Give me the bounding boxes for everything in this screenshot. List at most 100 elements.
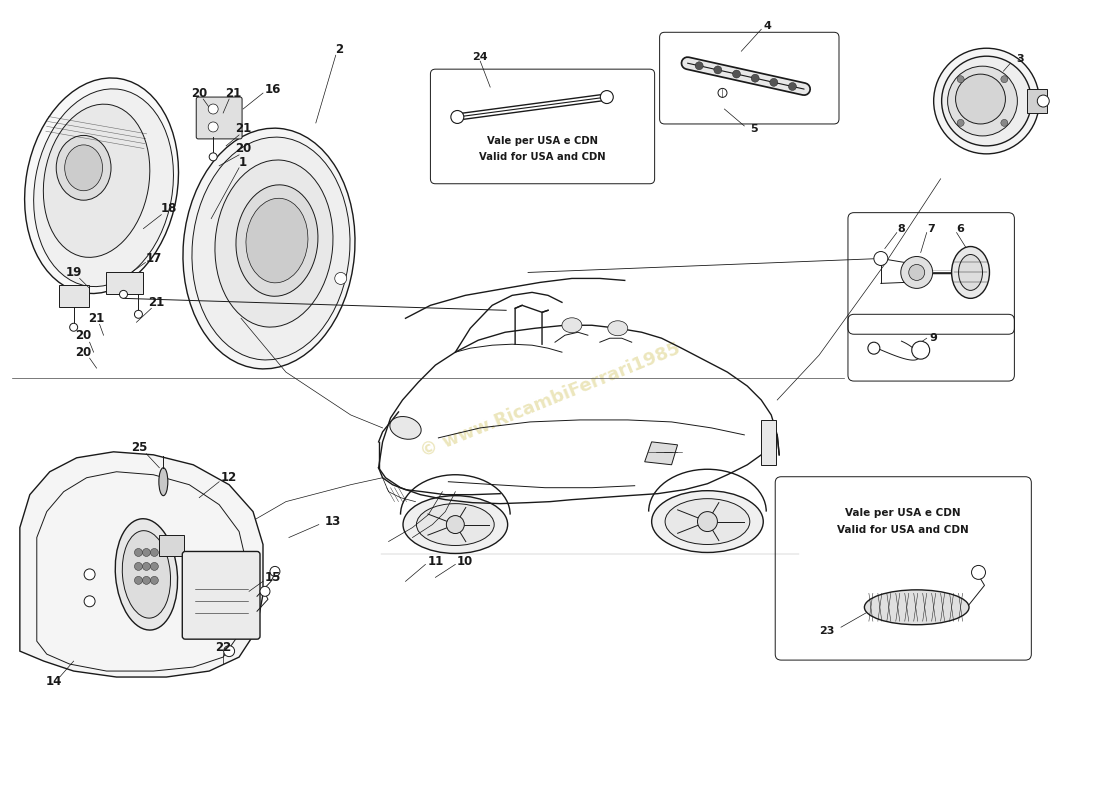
Ellipse shape xyxy=(158,468,168,496)
Circle shape xyxy=(1001,76,1008,82)
Text: 20: 20 xyxy=(76,346,91,358)
Circle shape xyxy=(142,562,151,570)
Circle shape xyxy=(957,76,964,82)
Circle shape xyxy=(142,576,151,584)
Circle shape xyxy=(971,566,986,579)
Text: 20: 20 xyxy=(235,142,251,155)
Circle shape xyxy=(909,265,925,281)
Circle shape xyxy=(789,82,796,90)
Circle shape xyxy=(770,78,778,86)
Ellipse shape xyxy=(24,78,178,294)
Circle shape xyxy=(934,48,1040,154)
Circle shape xyxy=(151,576,158,584)
Circle shape xyxy=(868,342,880,354)
Text: 14: 14 xyxy=(45,674,62,687)
Circle shape xyxy=(208,122,218,132)
Ellipse shape xyxy=(191,137,350,360)
Text: Valid for USA and CDN: Valid for USA and CDN xyxy=(480,152,606,162)
Text: 13: 13 xyxy=(324,515,341,528)
Ellipse shape xyxy=(116,518,177,630)
Circle shape xyxy=(120,290,128,298)
Circle shape xyxy=(873,251,888,266)
Circle shape xyxy=(134,562,142,570)
Ellipse shape xyxy=(952,246,990,298)
Circle shape xyxy=(901,257,933,288)
Text: 20: 20 xyxy=(191,86,207,99)
Bar xyxy=(106,273,143,294)
Ellipse shape xyxy=(122,530,170,618)
Ellipse shape xyxy=(666,498,750,545)
Circle shape xyxy=(1001,119,1008,126)
Ellipse shape xyxy=(562,318,582,333)
Circle shape xyxy=(142,549,151,557)
Ellipse shape xyxy=(651,490,763,553)
Text: 16: 16 xyxy=(265,82,282,95)
Text: 21: 21 xyxy=(226,86,241,99)
Text: 4: 4 xyxy=(763,22,771,31)
Text: 5: 5 xyxy=(750,124,758,134)
Circle shape xyxy=(947,66,1018,136)
Text: 18: 18 xyxy=(161,202,177,215)
Text: 9: 9 xyxy=(930,334,937,343)
Text: 10: 10 xyxy=(458,555,473,568)
Text: 11: 11 xyxy=(427,555,443,568)
Text: 24: 24 xyxy=(472,52,488,62)
Text: 17: 17 xyxy=(145,252,162,265)
Circle shape xyxy=(942,56,1032,146)
Text: 6: 6 xyxy=(957,223,965,234)
Ellipse shape xyxy=(214,160,333,327)
Ellipse shape xyxy=(958,254,982,290)
Text: 21: 21 xyxy=(235,122,251,135)
Text: © www.RicambiFerrari1985: © www.RicambiFerrari1985 xyxy=(417,339,683,461)
Ellipse shape xyxy=(865,590,969,625)
Circle shape xyxy=(151,562,158,570)
Ellipse shape xyxy=(34,89,174,286)
Circle shape xyxy=(957,119,964,126)
Text: 22: 22 xyxy=(214,641,231,654)
Text: 20: 20 xyxy=(76,329,91,342)
Bar xyxy=(1027,89,1047,113)
Circle shape xyxy=(208,104,218,114)
Text: 1: 1 xyxy=(239,156,248,170)
Text: Valid for USA and CDN: Valid for USA and CDN xyxy=(837,525,969,534)
Ellipse shape xyxy=(417,504,494,546)
Circle shape xyxy=(697,512,717,531)
Ellipse shape xyxy=(236,185,318,296)
Text: 2: 2 xyxy=(334,42,343,56)
Circle shape xyxy=(447,515,464,534)
Text: 25: 25 xyxy=(131,442,147,454)
Ellipse shape xyxy=(403,496,507,554)
Ellipse shape xyxy=(65,145,102,190)
Circle shape xyxy=(134,549,142,557)
Circle shape xyxy=(733,70,740,78)
Polygon shape xyxy=(20,452,263,677)
Text: 19: 19 xyxy=(66,266,81,279)
Circle shape xyxy=(84,569,95,580)
Ellipse shape xyxy=(389,417,421,439)
Circle shape xyxy=(695,62,703,70)
Text: 21: 21 xyxy=(148,296,165,309)
Ellipse shape xyxy=(608,321,628,336)
Bar xyxy=(58,286,89,307)
Circle shape xyxy=(84,596,95,606)
Ellipse shape xyxy=(43,104,150,258)
FancyBboxPatch shape xyxy=(183,551,260,639)
Polygon shape xyxy=(645,442,678,465)
Circle shape xyxy=(260,586,270,596)
Circle shape xyxy=(912,342,930,359)
Text: 12: 12 xyxy=(221,471,238,484)
Text: 21: 21 xyxy=(88,312,104,325)
Ellipse shape xyxy=(246,198,308,283)
Circle shape xyxy=(134,576,142,584)
Bar xyxy=(761,420,777,465)
FancyBboxPatch shape xyxy=(196,97,242,139)
Text: Vale per USA e CDN: Vale per USA e CDN xyxy=(487,136,598,146)
Text: 7: 7 xyxy=(927,223,935,234)
Text: 15: 15 xyxy=(265,571,282,584)
Circle shape xyxy=(956,74,1005,124)
Circle shape xyxy=(223,646,234,657)
Circle shape xyxy=(601,90,614,103)
Ellipse shape xyxy=(56,135,111,200)
Text: 8: 8 xyxy=(896,223,904,234)
Bar xyxy=(160,534,185,557)
